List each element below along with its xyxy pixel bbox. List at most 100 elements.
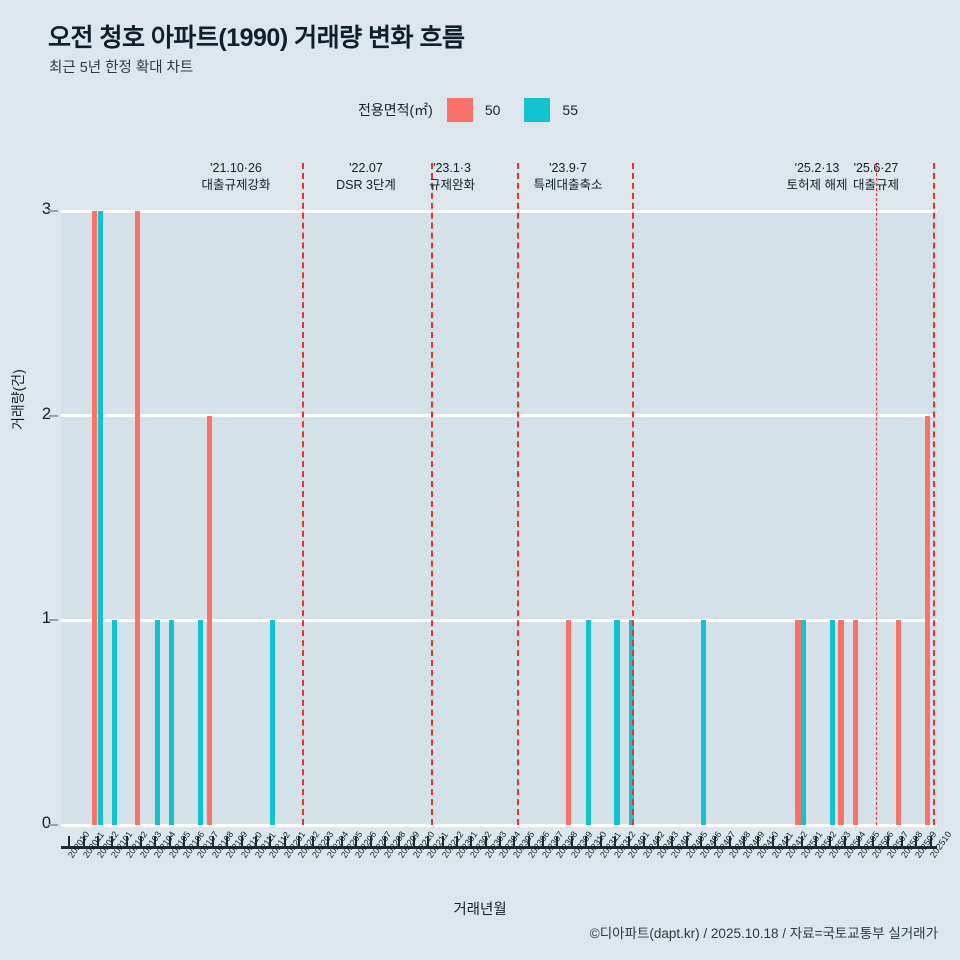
x-tick-202204 — [326, 836, 329, 848]
x-tick-202108 — [211, 836, 214, 848]
annotation-text: 규제완화 — [428, 178, 475, 192]
bar-202105-55[interactable] — [169, 620, 175, 825]
bar-202108-50[interactable] — [206, 415, 212, 825]
x-tick-202509 — [915, 836, 918, 848]
annotation-date: '23.9·7 — [549, 161, 587, 175]
bar-202510-50[interactable] — [924, 415, 930, 825]
bar-202012-55[interactable] — [97, 211, 103, 825]
x-tick-202311 — [599, 836, 602, 848]
x-tick-202010 — [68, 836, 71, 848]
annotation-line-202110 — [301, 163, 304, 825]
gridline-2 — [61, 414, 937, 418]
chart-footer: ©디아파트(dapt.kr) / 2025.10.18 / 자료=국토교통부 실… — [589, 926, 938, 941]
bar-202501-50[interactable] — [795, 620, 801, 825]
legend-item-55[interactable]: 55 — [524, 98, 578, 122]
bar-202112-55[interactable] — [269, 620, 276, 825]
chart-subtitle: 최근 5년 한정 확대 차트 — [49, 60, 194, 76]
x-tick-202409 — [743, 836, 746, 848]
x-tick-202208 — [384, 836, 387, 848]
x-tick-202304 — [499, 836, 501, 848]
x-tick-202302 — [470, 836, 473, 848]
x-tick-202506 — [872, 836, 875, 848]
legend-swatch-50 — [446, 98, 473, 122]
bar-202107-55[interactable] — [198, 620, 204, 825]
bar-202103-50[interactable] — [134, 211, 140, 825]
x-tick-202211 — [427, 836, 430, 848]
bar-202012-50[interactable] — [91, 211, 97, 825]
x-tick-202508 — [901, 836, 904, 848]
x-tick-202507 — [886, 836, 889, 848]
x-tick-202206 — [355, 836, 358, 848]
x-tick-202106 — [183, 836, 186, 848]
x-tick-202209 — [398, 836, 401, 848]
y-axis-title-wrap: 거래량(건) — [8, 369, 69, 450]
y-tick-mark-0 — [49, 824, 58, 826]
annotation-label-202301: '23.1·3 규제완화 — [392, 160, 512, 194]
x-tick-202201 — [283, 836, 286, 848]
x-tick-202112 — [269, 836, 272, 848]
x-tick-202408 — [728, 836, 731, 848]
annotation-date: '23.1·3 — [433, 161, 471, 175]
bar-202309-50[interactable] — [565, 620, 571, 825]
x-tick-202411 — [771, 836, 774, 848]
bar-202504-50[interactable] — [838, 620, 844, 825]
x-tick-202504 — [843, 836, 846, 848]
y-tick-label-0: 0 — [41, 814, 51, 832]
annotation-label-202309: '23.9·7 특례대출축소 — [508, 160, 628, 194]
x-tick-202501 — [800, 836, 803, 848]
x-axis-title: 거래년월 — [453, 902, 507, 918]
x-tick-202011 — [82, 836, 85, 848]
legend-item-50[interactable]: 50 — [446, 98, 501, 122]
x-tick-202012 — [96, 836, 99, 848]
bar-202505-50[interactable] — [852, 620, 858, 825]
x-tick-202105 — [168, 836, 171, 848]
x-tick-202107 — [197, 836, 200, 848]
bar-202503-55[interactable] — [829, 620, 836, 825]
x-tick-202103 — [139, 836, 142, 848]
legend-label-50: 50 — [484, 102, 501, 118]
bar-202401-55[interactable] — [628, 620, 635, 825]
annotation-date: '21.10·26 — [210, 161, 262, 175]
x-tick-202402 — [642, 836, 645, 848]
bar-202508-50[interactable] — [895, 620, 902, 825]
x-tick-202202 — [297, 836, 300, 848]
bar-202101-55[interactable] — [111, 620, 118, 825]
annotation-text: 토허제 해제 — [786, 178, 848, 192]
x-tick-202312 — [613, 836, 616, 848]
gridline-0 — [61, 823, 937, 827]
x-tick-202406 — [700, 836, 703, 848]
bar-202501-55[interactable] — [801, 620, 807, 825]
x-tick-202203 — [312, 836, 315, 848]
annotation-text: 대출규제 — [852, 178, 899, 192]
annotation-line-202207 — [430, 163, 433, 825]
x-tick-202307 — [542, 836, 545, 848]
x-tick-202502 — [814, 836, 817, 848]
y-tick-label-3: 3 — [41, 200, 51, 218]
x-tick-202212 — [441, 836, 444, 848]
x-tick-202111 — [254, 836, 257, 848]
annotation-label-202110: '21.10·26 대출규제강화 — [176, 160, 296, 194]
bar-202406-55[interactable] — [700, 620, 706, 825]
y-tick-label-1: 1 — [41, 609, 51, 628]
y-tick-mark-2 — [49, 414, 58, 417]
x-tick-202505 — [858, 836, 861, 848]
x-tick-202503 — [829, 836, 832, 848]
x-tick-202404 — [671, 836, 674, 848]
chart-title: 오전 청호 아파트(1990) 거래량 변화 흐름 — [48, 24, 465, 52]
annotation-label-202502: '25.2·13 토허제 해제 — [757, 160, 877, 194]
x-tick-202410 — [757, 836, 760, 848]
bar-202310-55[interactable] — [585, 620, 591, 825]
x-tick-202306 — [527, 836, 530, 848]
gridline-1 — [61, 618, 937, 622]
x-tick-202104 — [154, 836, 157, 848]
legend-title: 전용면적(㎡) — [357, 102, 433, 118]
x-tick-202308 — [556, 836, 559, 848]
bar-202312-55[interactable] — [614, 620, 620, 825]
x-tick-202207 — [369, 836, 372, 848]
y-tick-label-2: 2 — [41, 404, 51, 423]
annotation-date: '25.6·27 — [853, 161, 899, 175]
bar-202104-55[interactable] — [154, 620, 161, 825]
x-tick-202401 — [628, 836, 631, 848]
annotation-line-202301 — [516, 163, 519, 825]
x-tick-202403 — [656, 836, 659, 848]
